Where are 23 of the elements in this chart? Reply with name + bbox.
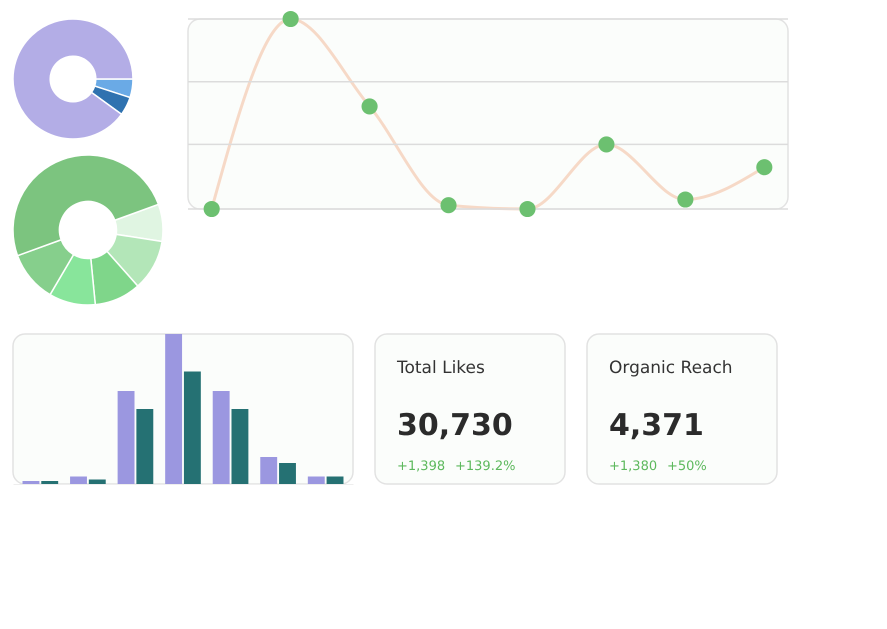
donut-slice — [12, 18, 134, 140]
bar — [260, 457, 278, 484]
bar — [41, 481, 58, 484]
bar — [88, 480, 106, 484]
bar — [231, 409, 248, 484]
text: +50% — [667, 459, 707, 474]
bar — [184, 372, 201, 484]
bar — [279, 463, 296, 484]
bar — [70, 476, 87, 484]
bar — [136, 409, 154, 484]
bar — [118, 391, 135, 484]
bar — [308, 476, 325, 484]
text: +1,398 — [397, 459, 446, 474]
bar — [326, 476, 344, 484]
text: Organic Reach — [609, 358, 733, 378]
text: +1,380 — [609, 459, 658, 474]
bar — [22, 481, 40, 484]
text: +139.2% — [455, 459, 516, 474]
text: Total Likes — [396, 358, 485, 378]
text: 4,371 — [609, 408, 704, 443]
bar — [212, 391, 230, 484]
bar — [165, 334, 182, 484]
text: 30,730 — [397, 408, 513, 443]
